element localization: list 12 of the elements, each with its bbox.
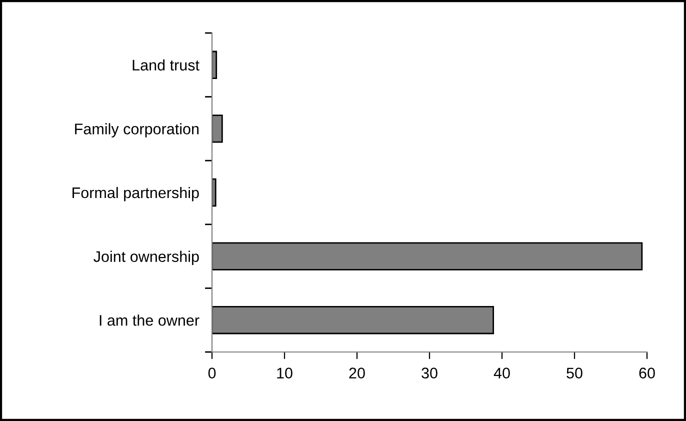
- x-tick-label: 40: [494, 368, 510, 378]
- y-tick-label: I am the owner: [100, 314, 200, 326]
- y-tick-label: Land trust: [132, 59, 200, 71]
- x-tick-label: 10: [277, 368, 292, 378]
- x-tick-label: 60: [639, 368, 655, 378]
- x-tick-label: 50: [566, 368, 582, 378]
- x-tick-label: 0: [208, 368, 216, 378]
- y-tick-label: Formal partnership: [72, 186, 199, 202]
- x-tick-label: 30: [422, 368, 438, 378]
- y-tick-label: Joint ownership: [94, 250, 199, 266]
- y-tick-label: Family corporation: [75, 123, 199, 138]
- x-tick-label: 20: [349, 368, 365, 378]
